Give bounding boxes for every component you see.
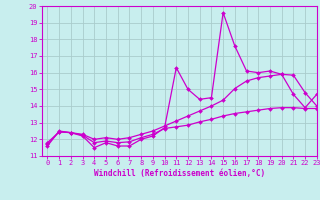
- X-axis label: Windchill (Refroidissement éolien,°C): Windchill (Refroidissement éolien,°C): [94, 169, 265, 178]
